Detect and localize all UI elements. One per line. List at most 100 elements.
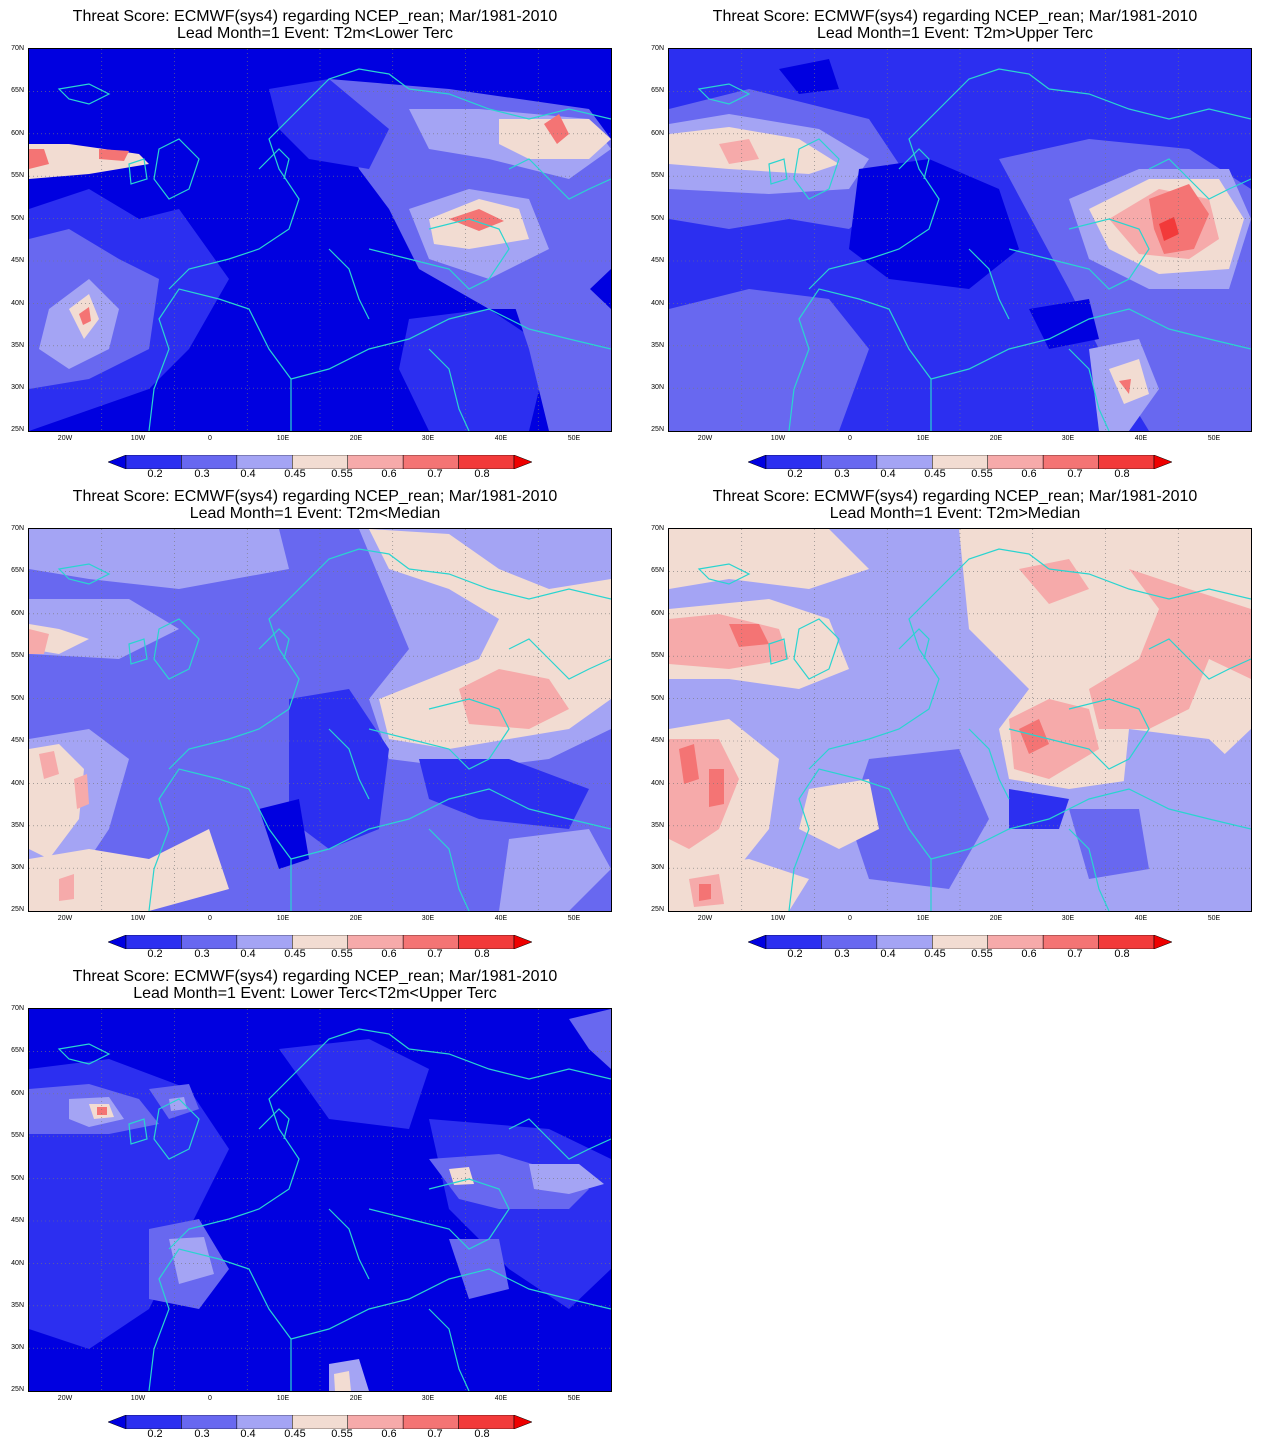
lon-label: 40E: [1134, 915, 1148, 922]
map-title-line2: Lead Month=1 Event: T2m>Median: [829, 505, 1081, 522]
colorbar-segment: [1042, 455, 1099, 469]
map-plot-area: [28, 1008, 612, 1392]
coastline: [328, 248, 370, 320]
coastlines: [57, 68, 611, 431]
colorbar-segment: [513, 935, 532, 949]
colorbar-label: 0.45: [924, 948, 946, 960]
colorbar-label: 0.3: [834, 948, 850, 960]
colorbar-segment: [748, 455, 767, 469]
coastline: [968, 248, 1010, 320]
colorbar-label: 0.7: [1067, 948, 1083, 960]
colorbar-segment: [987, 455, 1044, 469]
lon-label: 20W: [57, 915, 73, 922]
lat-label: 40N: [651, 780, 664, 787]
graticule: [29, 529, 611, 911]
colorbar-segment: [236, 455, 293, 469]
coastlines: [57, 1028, 611, 1391]
colorbar-segment: [1153, 455, 1172, 469]
coastline: [258, 1108, 290, 1140]
lon-label: 20E: [989, 915, 1003, 922]
coastline: [808, 548, 1050, 770]
coastline: [788, 768, 932, 911]
lat-label: 30N: [11, 384, 24, 391]
lat-label: 40N: [11, 300, 24, 307]
coastline: [408, 88, 611, 120]
colorbar-label: 0.8: [1114, 948, 1130, 960]
coastline: [428, 348, 470, 431]
coastline: [368, 218, 510, 290]
coastline: [1008, 218, 1150, 290]
lon-label: 40E: [494, 915, 508, 922]
lat-label: 60N: [11, 610, 24, 617]
colorbar-segment: [347, 935, 404, 949]
colorbar-segment: [458, 455, 515, 469]
lat-label: 35N: [11, 1302, 24, 1309]
lat-label: 65N: [11, 1047, 24, 1054]
coastline: [290, 788, 611, 860]
coastline: [768, 638, 788, 665]
lat-label: 50N: [11, 695, 24, 702]
colorbar-label: 0.8: [474, 468, 490, 480]
coastline: [148, 768, 292, 911]
coastline: [153, 138, 200, 200]
colorbar-label: 0.7: [427, 468, 443, 480]
lat-label: 55N: [651, 652, 664, 659]
lat-label: 45N: [11, 257, 24, 264]
coastline: [793, 138, 840, 200]
lon-label: 50E: [567, 1395, 581, 1402]
colorbar-label: 0.6: [1021, 948, 1037, 960]
lat-label: 60N: [11, 130, 24, 137]
lat-label: 35N: [651, 822, 664, 829]
colorbar-label: 0.55: [971, 468, 993, 480]
lon-label: 40E: [1134, 435, 1148, 442]
coastline: [258, 148, 290, 180]
lon-label: 0: [848, 435, 852, 442]
lat-label: 25N: [651, 906, 664, 913]
lon-label: 0: [208, 435, 212, 442]
lat-label: 40N: [651, 300, 664, 307]
lat-label: 55N: [11, 172, 24, 179]
coastline: [1148, 638, 1251, 680]
colorbar-label: 0.6: [381, 468, 397, 480]
map-plot-area: [668, 48, 1252, 432]
colorbar-segment: [292, 455, 348, 469]
lon-label: 10E: [276, 435, 290, 442]
colorbar-label: 0.55: [331, 1428, 353, 1440]
lon-label: 30E: [1061, 915, 1075, 922]
lat-label: 30N: [651, 864, 664, 871]
lon-label: 20E: [349, 915, 363, 922]
coastline: [1148, 158, 1251, 200]
colorbar-label: 0.3: [194, 1428, 210, 1440]
lat-label: 30N: [11, 1344, 24, 1351]
colorbar-label: 0.45: [924, 468, 946, 480]
lon-label: 30E: [421, 435, 435, 442]
lat-label: 70N: [11, 1005, 24, 1012]
coastline: [153, 1098, 200, 1160]
lon-label: 10E: [916, 435, 930, 442]
lon-label: 50E: [1207, 435, 1221, 442]
colorbar: [748, 935, 1172, 949]
lon-label: 50E: [567, 435, 581, 442]
colorbar-label: 0.7: [1067, 468, 1083, 480]
coastline: [328, 728, 370, 800]
map-panel-below-median: Threat Score: ECMWF(sys4) regarding NCEP…: [0, 480, 640, 960]
lat-label: 70N: [11, 45, 24, 52]
coastline: [930, 788, 1251, 860]
lon-label: 10E: [916, 915, 930, 922]
colorbar-segment: [347, 1415, 404, 1429]
colorbar-segment: [125, 1415, 182, 1429]
coastline: [290, 308, 611, 380]
coastline: [290, 1268, 611, 1340]
lat-label: 50N: [11, 215, 24, 222]
colorbar-segment: [987, 935, 1044, 949]
colorbar-segment: [125, 455, 182, 469]
coastline: [168, 548, 410, 770]
coastline: [168, 1028, 410, 1250]
map-title-line1: Threat Score: ECMWF(sys4) regarding NCEP…: [712, 488, 1198, 505]
coastline: [128, 158, 148, 185]
lon-label: 10W: [130, 435, 146, 442]
colorbar-segment: [402, 935, 459, 949]
lon-label: 20E: [349, 435, 363, 442]
lon-label: 10W: [130, 1395, 146, 1402]
colorbar-label: 0.55: [971, 948, 993, 960]
